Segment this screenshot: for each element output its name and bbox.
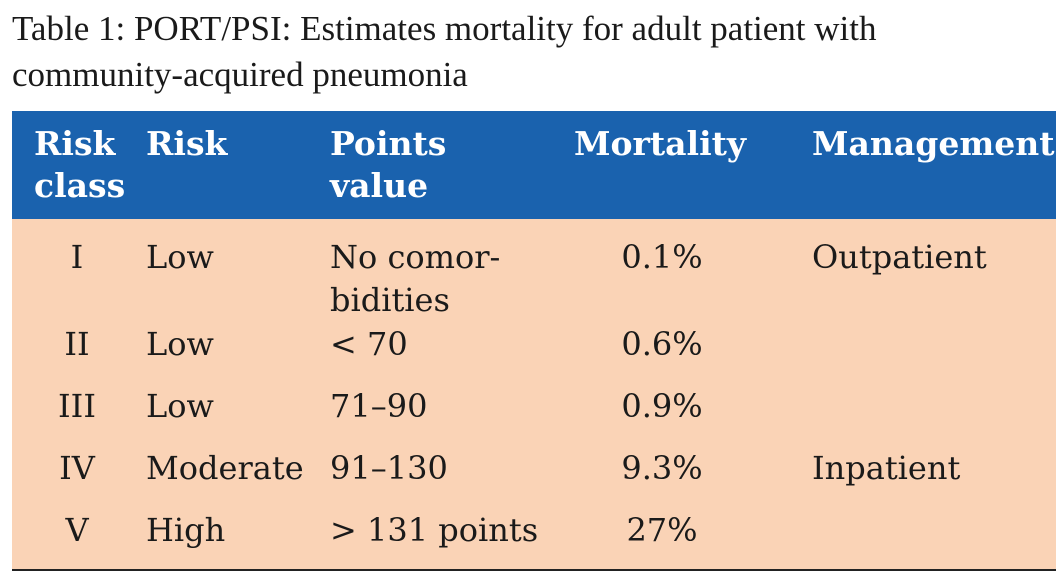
cell-risk: Moderate	[142, 447, 330, 509]
cell-management: Outpatient	[812, 219, 1056, 323]
cell-risk-class: II	[12, 323, 142, 385]
port-psi-table: Risk class Risk Points value Mortality M…	[12, 111, 1056, 571]
cell-mortality: 9.3%	[568, 447, 812, 509]
cell-risk-class: III	[12, 385, 142, 447]
cell-risk-class: I	[12, 219, 142, 323]
table-body: I Low No comor- bidities 0.1% Outpatient…	[12, 219, 1056, 571]
header-risk-class-line-1: Risk	[34, 124, 116, 163]
cell-points-value: < 70	[330, 323, 568, 385]
cell-management	[812, 509, 1056, 571]
cell-mortality: 0.9%	[568, 385, 812, 447]
cell-management	[812, 385, 1056, 447]
table-header: Risk class Risk Points value Mortality M…	[12, 111, 1056, 219]
cell-risk: High	[142, 509, 330, 571]
header-row: Risk class Risk Points value Mortality M…	[12, 111, 1056, 219]
cell-points-value: No comor- bidities	[330, 219, 568, 323]
cell-mortality: 0.6%	[568, 323, 812, 385]
cell-points-value: 91–130	[330, 447, 568, 509]
cell-risk: Low	[142, 219, 330, 323]
mortality-table: Risk class Risk Points value Mortality M…	[12, 111, 1056, 571]
table-row: IV Moderate 91–130 9.3% Inpatient	[12, 447, 1056, 509]
cell-risk: Low	[142, 323, 330, 385]
cell-points-value: 71–90	[330, 385, 568, 447]
table-row: V High > 131 points 27%	[12, 509, 1056, 571]
header-risk-class-line-2: class	[34, 166, 126, 205]
table-caption: Table 1: PORT/PSI: Estimates mortality f…	[12, 6, 1060, 98]
caption-line-2: community-acquired pneumonia	[12, 55, 468, 94]
cell-risk-class: IV	[12, 447, 142, 509]
header-points-value: Points value	[330, 111, 568, 219]
header-management: Management	[812, 111, 1056, 219]
cell-points-line-1: No comor-	[330, 238, 501, 276]
header-risk: Risk	[142, 111, 330, 219]
table-row: III Low 71–90 0.9%	[12, 385, 1056, 447]
cell-management	[812, 323, 1056, 385]
header-mortality: Mortality	[568, 111, 812, 219]
table-row: II Low < 70 0.6%	[12, 323, 1056, 385]
cell-mortality: 27%	[568, 509, 812, 571]
header-points-line-1: Points	[330, 124, 447, 163]
caption-line-1: Table 1: PORT/PSI: Estimates mortality f…	[12, 9, 877, 48]
cell-points-value: > 131 points	[330, 509, 568, 571]
header-points-line-2: value	[330, 166, 429, 205]
cell-risk-class: V	[12, 509, 142, 571]
cell-management: Inpatient	[812, 447, 1056, 509]
header-risk-class: Risk class	[12, 111, 142, 219]
cell-risk: Low	[142, 385, 330, 447]
table-row: I Low No comor- bidities 0.1% Outpatient	[12, 219, 1056, 323]
cell-points-line-2: bidities	[330, 281, 450, 319]
cell-mortality: 0.1%	[568, 219, 812, 323]
